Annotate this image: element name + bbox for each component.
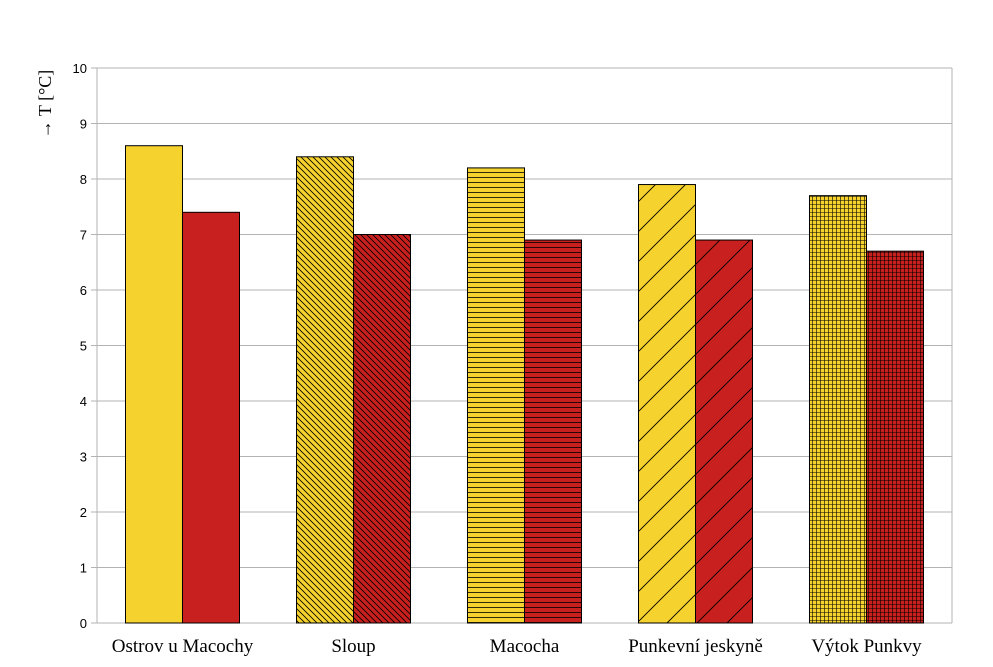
bar bbox=[866, 250, 924, 624]
y-tick-label: 7 bbox=[80, 228, 87, 243]
x-category-label: Sloup bbox=[331, 636, 375, 657]
y-tick-label: 3 bbox=[80, 450, 87, 465]
bar-hatch bbox=[695, 240, 753, 624]
bar-fill bbox=[125, 145, 183, 623]
bar bbox=[353, 234, 411, 624]
y-axis-title: → T [°C] bbox=[35, 70, 55, 139]
bar bbox=[524, 239, 582, 624]
bar-hatch bbox=[638, 184, 696, 624]
bar-hatch bbox=[467, 167, 525, 623]
y-tick-label: 0 bbox=[80, 616, 87, 631]
bar-fill bbox=[182, 212, 240, 624]
bar bbox=[695, 239, 753, 624]
x-category-labels: Ostrov u Macochy Sloup Macocha Punkevní jes… bbox=[112, 636, 922, 657]
x-category-label: Výtok Punkvy bbox=[811, 636, 922, 657]
y-tick-label: 5 bbox=[80, 339, 87, 354]
x-category-label: Macocha bbox=[490, 636, 560, 657]
y-tick-labels: 0 1 2 3 4 5 6 7 8 9 10 bbox=[73, 61, 87, 631]
x-category-label: Ostrov u Macochy bbox=[112, 636, 254, 657]
y-tick-label: 9 bbox=[80, 117, 87, 132]
bar-hatch bbox=[809, 195, 867, 623]
y-tick-label: 10 bbox=[73, 61, 87, 76]
bar bbox=[182, 211, 240, 624]
y-tick-label: 8 bbox=[80, 172, 87, 187]
y-tick-label: 2 bbox=[80, 505, 87, 520]
y-tick-label: 1 bbox=[80, 561, 87, 576]
x-category-label: Punkevní jeskyně bbox=[628, 636, 763, 657]
y-tick-label: 6 bbox=[80, 283, 87, 298]
bar-hatch bbox=[524, 240, 582, 624]
bar-hatch bbox=[296, 156, 354, 624]
bar-hatch bbox=[353, 234, 411, 623]
bar-layer bbox=[125, 145, 924, 624]
y-tick-label: 4 bbox=[80, 394, 87, 409]
bar-hatch bbox=[866, 251, 924, 623]
